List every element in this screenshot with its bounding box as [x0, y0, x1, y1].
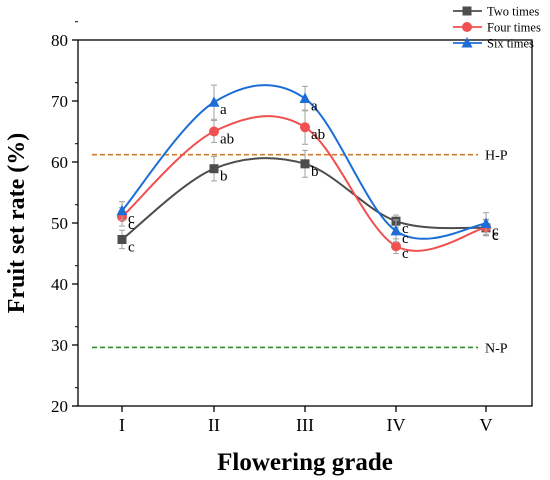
y-tick-label: 60: [51, 153, 68, 172]
x-tick-label: III: [296, 415, 314, 435]
data-point: [300, 159, 310, 169]
data-point: [209, 164, 219, 174]
x-tick-label: II: [208, 415, 220, 435]
y-tick-label: 30: [51, 336, 68, 355]
data-point: [391, 241, 401, 252]
significance-label: c: [128, 239, 135, 255]
significance-label: c: [128, 211, 135, 227]
significance-label: c: [492, 224, 499, 240]
legend-swatch-marker: [461, 37, 473, 48]
data-point: [480, 217, 492, 229]
data-point: [390, 224, 402, 236]
significance-label: ab: [311, 127, 325, 143]
legend: Two times Four times Six times: [453, 5, 541, 51]
legend-swatch-marker: [462, 22, 472, 32]
significance-label: c: [492, 228, 499, 244]
legend-swatch-marker: [462, 6, 472, 16]
y-tick-label: 40: [51, 275, 68, 294]
significance-label: a: [311, 99, 318, 115]
y-tick-label: 50: [51, 214, 68, 233]
x-tick-label: I: [119, 415, 125, 435]
legend-entry-label: Two times: [487, 5, 539, 19]
reference-lines: H-P N-P: [92, 149, 508, 356]
y-tick-label: 70: [51, 92, 68, 111]
data-point: [209, 126, 219, 137]
legend-entry-label: Six times: [487, 37, 534, 51]
x-tick-label: IV: [387, 415, 406, 435]
reference-line-label: H-P: [485, 149, 508, 164]
y-tick-label: 80: [51, 31, 68, 50]
legend-entry-label: Four times: [487, 21, 541, 35]
y-tick-label: 20: [51, 397, 68, 416]
significance-label: c: [128, 217, 135, 233]
y-axis-title: Fruit set rate (%): [4, 133, 30, 314]
data-point: [208, 96, 220, 107]
significance-label: c: [492, 227, 499, 243]
significance-label: ab: [220, 132, 234, 148]
data-point: [116, 204, 128, 216]
data-point: [300, 122, 310, 133]
significance-label: b: [220, 169, 228, 185]
significance-label: b: [311, 164, 319, 180]
series-line: [121, 115, 487, 252]
series-line: [121, 157, 487, 241]
data-point: [299, 92, 311, 104]
x-tick-label: V: [480, 415, 493, 435]
significance-label: c: [402, 231, 409, 247]
significance-label: c: [402, 246, 409, 262]
significance-label: a: [220, 102, 227, 118]
reference-line-label: N-P: [485, 341, 508, 356]
significance-label: c: [402, 221, 409, 237]
x-axis-title: Flowering grade: [217, 449, 393, 476]
data-point: [117, 234, 127, 244]
